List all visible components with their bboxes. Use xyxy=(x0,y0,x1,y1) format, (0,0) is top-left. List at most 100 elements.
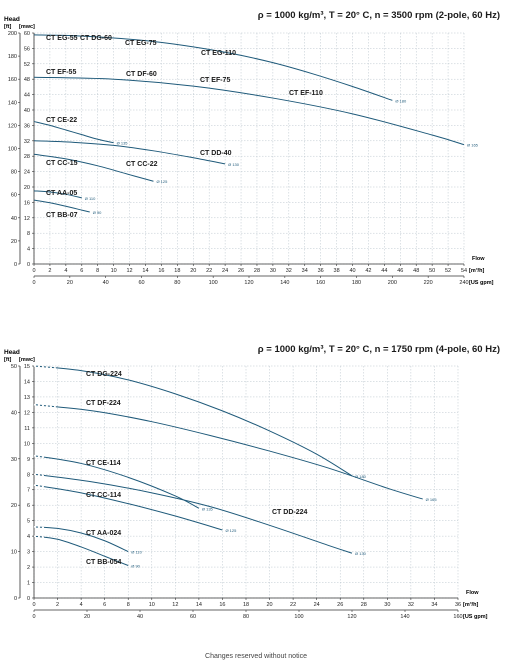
series-line-6 xyxy=(33,535,129,566)
tick-label-mwc: 13 xyxy=(24,395,30,401)
curve-label: CT DF-60 xyxy=(126,71,157,78)
tick-label-usgpm: 60 xyxy=(190,614,196,620)
tick-label-m3h: 22 xyxy=(206,268,212,274)
tick-label-mwc: 6 xyxy=(27,503,30,509)
tick-label-mwc: 12 xyxy=(24,216,30,222)
tick-label-ft: 200 xyxy=(8,31,17,37)
tick-label-m3h: 46 xyxy=(397,268,403,274)
curve-label: CT CE-22 xyxy=(46,117,77,124)
series-dash-3 xyxy=(33,473,46,477)
tick-label-m3h: 28 xyxy=(254,268,260,274)
tick-label-usgpm: 0 xyxy=(32,280,35,286)
tick-label-m3h: 4 xyxy=(80,602,83,608)
series-line-5 xyxy=(33,526,129,553)
curve-label: CT CC-114 xyxy=(86,492,121,499)
tick-label-mwc: 32 xyxy=(24,139,30,145)
tick-label-m3h: 24 xyxy=(222,268,228,274)
tick-label-mwc: 0 xyxy=(27,262,30,268)
tick-label-m3h: 30 xyxy=(384,602,390,608)
tick-label-ft: 160 xyxy=(8,77,17,83)
tick-label-ft: 50 xyxy=(11,364,17,370)
tick-label-ft: 20 xyxy=(11,239,17,245)
y-axis-unit-mwc: [mwc] xyxy=(19,357,35,363)
tick-label-mwc: 56 xyxy=(24,46,30,52)
tick-label-m3h: 6 xyxy=(103,602,106,608)
tick-label-mwc: 28 xyxy=(24,154,30,160)
tick-label-mwc: 1 xyxy=(27,581,30,587)
tick-label-mwc: 9 xyxy=(27,457,30,463)
curve-label: CT CE-114 xyxy=(86,460,121,467)
tick-label-m3h: 24 xyxy=(314,602,320,608)
tick-label-mwc: 11 xyxy=(24,426,30,432)
tick-label-m3h: 10 xyxy=(111,268,117,274)
tick-label-mwc: 52 xyxy=(24,62,30,68)
tick-label-mwc: 5 xyxy=(27,519,30,525)
tick-label-ft: 40 xyxy=(11,216,17,222)
tick-label-m3h: 14 xyxy=(196,602,202,608)
curve-label: CT EF-75 xyxy=(200,77,230,84)
tick-label-m3h: 36 xyxy=(455,602,461,608)
x-axis-unit-m3h: [m³/h] xyxy=(469,267,484,274)
tick-label-m3h: 20 xyxy=(266,602,272,608)
tick-label-mwc: 8 xyxy=(27,231,30,237)
series-line-5 xyxy=(33,190,82,199)
curve-label: CT CC-15 xyxy=(46,160,78,167)
chart-2-pole: ρ = 1000 kg/m³, T = 20° C, n = 3500 rpm … xyxy=(4,10,500,286)
series-end-label-5: Ø 110 xyxy=(131,550,142,555)
curve-label: CT EF-55 xyxy=(46,69,76,76)
series-line-1 xyxy=(33,76,465,146)
tick-label-m3h: 2 xyxy=(56,602,59,608)
curve-label: CT AA-024 xyxy=(86,530,121,537)
tick-label-usgpm: 140 xyxy=(280,280,289,286)
series-dash-2 xyxy=(33,454,46,459)
series-end-label-6: Ø 90 xyxy=(93,210,102,215)
tick-label-mwc: 2 xyxy=(27,565,30,571)
y-axis-unit-ft: [ft] xyxy=(4,357,11,363)
tick-label-mwc: 15 xyxy=(24,364,30,370)
tick-label-mwc: 0 xyxy=(27,596,30,602)
tick-label-usgpm: 20 xyxy=(67,280,73,286)
series-line-6 xyxy=(33,199,90,213)
series-end-label-0: Ø 180 xyxy=(395,98,407,103)
y-axis-unit-mwc: [mwc] xyxy=(19,24,35,30)
tick-label-ft: 10 xyxy=(11,550,17,556)
tick-label-usgpm: 200 xyxy=(388,280,397,286)
series-line-3 xyxy=(33,140,226,165)
tick-label-m3h: 36 xyxy=(318,268,324,274)
tick-label-m3h: 16 xyxy=(158,268,164,274)
footer-note: Changes reserved without notice xyxy=(205,653,307,660)
tick-label-usgpm: 100 xyxy=(209,280,218,286)
series-line-0 xyxy=(33,365,353,477)
tick-label-usgpm: 240 xyxy=(459,280,468,286)
curve-label: CT BB-07 xyxy=(46,212,78,219)
curve-label: CT DG-60 xyxy=(80,35,112,42)
tick-label-mwc: 40 xyxy=(24,108,30,114)
curve-label: CT DD-224 xyxy=(272,509,308,516)
tick-label-m3h: 48 xyxy=(413,268,419,274)
tick-label-mwc: 24 xyxy=(24,170,30,176)
tick-label-ft: 60 xyxy=(11,193,17,199)
tick-label-m3h: 44 xyxy=(381,268,387,274)
tick-label-mwc: 7 xyxy=(27,488,30,494)
curve-label: CT EG-110 xyxy=(201,50,236,57)
tick-label-usgpm: 80 xyxy=(174,280,180,286)
tick-label-m3h: 8 xyxy=(96,268,99,274)
tick-label-ft: 0 xyxy=(14,596,17,602)
series-end-label-2: Ø 135 xyxy=(117,141,129,146)
curve-label: CT AA-05 xyxy=(46,190,77,197)
tick-label-m3h: 2 xyxy=(48,268,51,274)
series-line-4 xyxy=(33,484,223,531)
tick-label-m3h: 26 xyxy=(337,602,343,608)
series-end-label-4: Ø 125 xyxy=(225,528,237,533)
tick-label-m3h: 22 xyxy=(290,602,296,608)
tick-label-mwc: 16 xyxy=(24,200,30,206)
chart-4-pole: ρ = 1000 kg/m³, T = 20° C, n = 1750 rpm … xyxy=(4,344,500,620)
tick-label-m3h: 26 xyxy=(238,268,244,274)
series-end-label-6: Ø 90 xyxy=(131,564,140,569)
tick-label-usgpm: 140 xyxy=(400,614,409,620)
tick-label-m3h: 12 xyxy=(126,268,132,274)
tick-label-ft: 20 xyxy=(11,503,17,509)
tick-label-m3h: 12 xyxy=(172,602,178,608)
tick-label-m3h: 32 xyxy=(408,602,414,608)
series-end-label-1: Ø 165 xyxy=(467,143,479,148)
